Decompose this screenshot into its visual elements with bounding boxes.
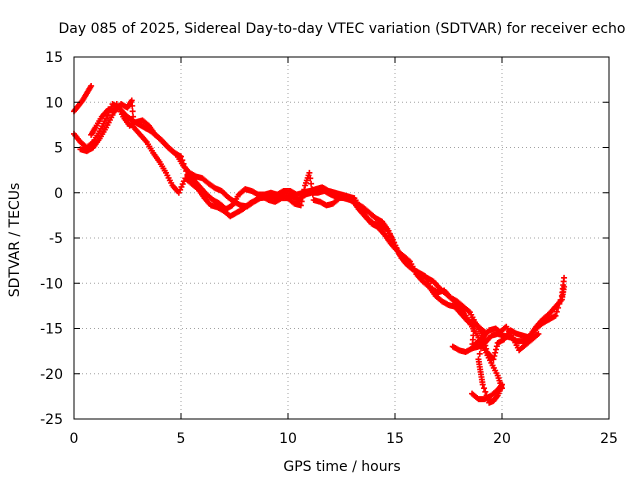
grid (74, 57, 609, 419)
y-tick-label: -5 (49, 231, 63, 247)
x-tick-label: 15 (386, 431, 404, 447)
x-tick-label: 20 (493, 431, 511, 447)
series-track-d (449, 316, 542, 406)
y-tick-label: -20 (40, 367, 63, 383)
data-point (129, 102, 136, 109)
data-point (483, 392, 490, 399)
data-point (478, 345, 485, 352)
data-point (178, 153, 184, 160)
data-point (492, 349, 499, 356)
axis-ticks (73, 56, 610, 420)
data-point (179, 157, 186, 164)
data-point (469, 316, 476, 323)
data-point (481, 385, 488, 392)
data-point (486, 399, 493, 406)
series-track-a (71, 101, 505, 392)
data-point (561, 274, 568, 281)
data-point (298, 198, 305, 205)
y-tick-label: -25 (40, 412, 63, 428)
data-point (180, 160, 187, 167)
x-tick-label: 10 (279, 431, 297, 447)
y-tick-label: 15 (45, 50, 63, 66)
data-point (490, 356, 497, 363)
data-series (71, 82, 568, 406)
y-tick-label: -15 (40, 322, 63, 338)
x-tick-label: 5 (177, 431, 186, 447)
chart-title: Day 085 of 2025, Sidereal Day-to-day VTE… (59, 21, 626, 37)
data-point (555, 304, 562, 311)
y-tick-label: 0 (54, 186, 63, 202)
data-point (297, 202, 304, 209)
x-tick-label: 0 (70, 431, 79, 447)
data-point (181, 164, 188, 171)
data-point (476, 350, 483, 357)
data-point (557, 296, 564, 303)
data-point (307, 175, 314, 182)
data-point (475, 356, 482, 363)
data-point (130, 113, 137, 120)
data-point (482, 388, 489, 395)
data-point (552, 312, 559, 319)
data-point (493, 343, 500, 350)
x-axis-label: GPS time / hours (283, 459, 400, 475)
data-point (535, 330, 542, 337)
data-point (129, 108, 136, 115)
data-point (479, 339, 486, 346)
data-point (306, 169, 313, 176)
data-point (491, 353, 498, 360)
x-tick-label: 25 (600, 431, 618, 447)
series-track-c (77, 101, 568, 363)
y-tick-label: 5 (54, 141, 63, 157)
data-point (480, 334, 487, 341)
data-point (553, 308, 560, 315)
y-tick-label: -10 (40, 276, 63, 292)
tick-labels: 0 5 10 15 20 25 15 10 5 0 -5 -10 -15 -20 -25 (40, 50, 618, 447)
y-axis-label: SDTVAR / TECUs (7, 183, 23, 298)
data-point (128, 97, 135, 104)
data-point (556, 300, 563, 307)
data-point (484, 396, 491, 403)
data-point (183, 168, 190, 175)
data-point (493, 346, 500, 353)
y-tick-label: 10 (45, 95, 63, 111)
data-point (88, 82, 95, 89)
data-point (308, 180, 315, 187)
data-point (483, 345, 490, 352)
